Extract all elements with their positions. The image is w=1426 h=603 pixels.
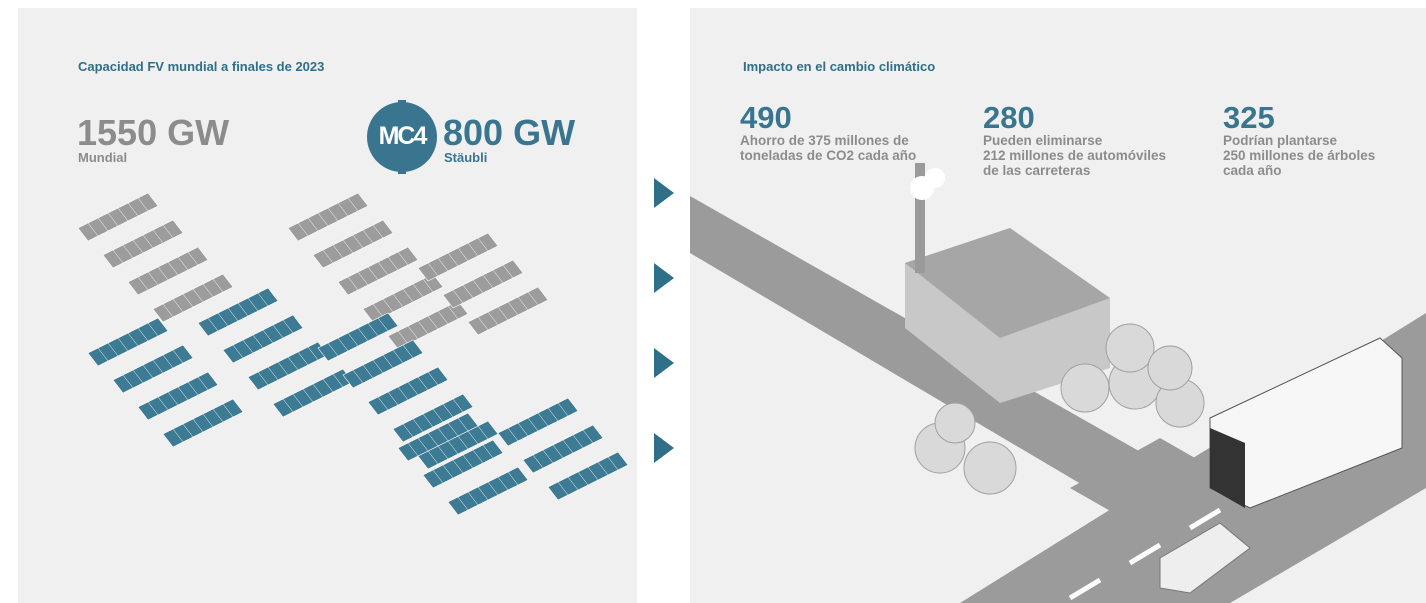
stat-text: 250 millones de árboles xyxy=(1223,148,1375,163)
stat-value: 490 xyxy=(740,103,916,133)
stat-text: Pueden eliminarse xyxy=(983,133,1166,148)
logo-text: MC4 xyxy=(371,122,433,151)
panel-title: Impacto en el cambio climático xyxy=(743,59,935,74)
stat-text: Ahorro de 375 millones de xyxy=(740,133,916,148)
stat-text: cada año xyxy=(1223,163,1375,178)
stat-text: toneladas de CO2 cada año xyxy=(740,148,916,163)
stat-value: 280 xyxy=(983,103,1166,133)
logo-icon xyxy=(18,8,637,208)
left-panel: Capacidad FV mundial a finales de 2023 1… xyxy=(18,8,637,603)
city-illustration xyxy=(690,8,1426,603)
stat-label: Stäubli xyxy=(444,150,487,165)
stat-text: de las carreteras xyxy=(983,163,1166,178)
stat-value: 800 GW xyxy=(443,112,575,154)
stat-text: Podrían plantarse xyxy=(1223,133,1375,148)
stat-value: 325 xyxy=(1223,103,1375,133)
stat-text: 212 millones de automóviles xyxy=(983,148,1166,163)
page: {"left": {"title": "Capacidad FV mundial… xyxy=(0,0,1426,603)
